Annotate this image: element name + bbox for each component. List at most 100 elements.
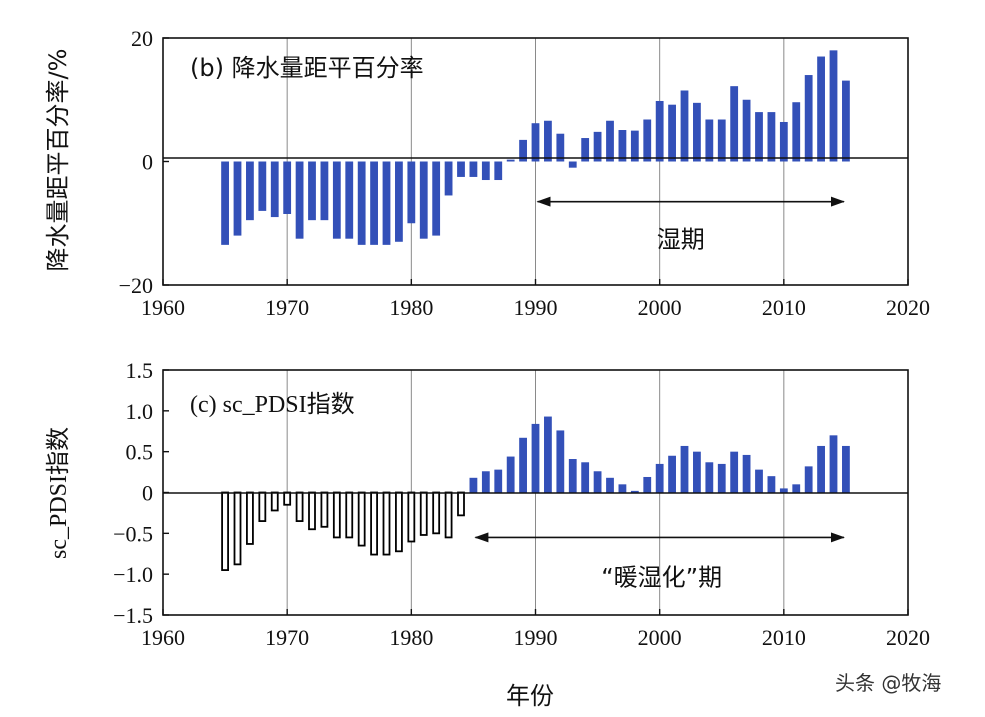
bar [643, 476, 652, 493]
bar [494, 161, 503, 181]
panel-b-period-label: 湿期 [657, 226, 705, 254]
bar [332, 161, 341, 239]
bar [817, 56, 825, 162]
panel-b-yticks: −20 0 20 [119, 26, 169, 298]
x-tick-label: 2020 [886, 295, 930, 320]
bar [680, 90, 689, 162]
bar [469, 477, 478, 493]
bar [370, 161, 378, 245]
bar [755, 469, 763, 493]
bar [792, 484, 801, 493]
bar [817, 445, 825, 493]
bar [531, 423, 540, 493]
bar [494, 469, 503, 493]
bar [643, 119, 652, 162]
bar [668, 104, 676, 162]
y-tick-label: −20 [119, 273, 153, 298]
bar [345, 161, 354, 239]
bar [779, 121, 788, 162]
bar [531, 123, 540, 162]
bar [295, 491, 304, 522]
bar [395, 491, 403, 553]
y-tick-label: 1.5 [126, 358, 154, 383]
bar [320, 491, 329, 528]
bar [717, 463, 726, 493]
bar [469, 161, 478, 177]
x-tick-label: 1980 [389, 295, 433, 320]
panel-b-ylabel: 降水量距平百分率/% [44, 49, 72, 272]
panel-c-ylabel: sc_PDSI指数 [45, 427, 72, 559]
bar [395, 161, 403, 242]
bar [258, 491, 267, 522]
panel-c-xlabel: 年份 [506, 682, 554, 710]
bar [357, 161, 366, 245]
bar [345, 491, 354, 539]
bar [382, 491, 391, 556]
bar [308, 161, 316, 221]
bar [767, 112, 776, 162]
bar [593, 471, 602, 493]
bar [283, 491, 292, 506]
bar [283, 161, 292, 214]
y-tick-label: 0.5 [126, 440, 154, 465]
bar [730, 451, 739, 493]
bar [742, 454, 751, 493]
bar [407, 491, 416, 543]
bar [233, 161, 242, 236]
x-tick-label: 2020 [886, 625, 930, 650]
bar [419, 491, 428, 536]
bar [680, 445, 689, 493]
panel-c-bars [221, 416, 850, 571]
bar [693, 451, 701, 493]
bar [444, 161, 453, 196]
x-tick-label: 1990 [514, 625, 558, 650]
panel-c-title: (c) sc_PDSI指数 [190, 391, 355, 418]
y-tick-label: 0 [142, 150, 153, 175]
bar [519, 437, 527, 493]
panel-b: 1960 1970 1980 1990 2000 2010 2020 −20 0 20 (b) … [44, 26, 930, 320]
bar [829, 435, 838, 493]
bar [618, 130, 627, 162]
x-tick-label: 2000 [638, 295, 682, 320]
bar [320, 161, 329, 221]
x-tick-label: 1960 [141, 295, 185, 320]
bar [544, 120, 552, 162]
bar [755, 112, 763, 162]
bar [556, 430, 565, 493]
bar [655, 463, 664, 493]
y-tick-label: 20 [131, 26, 153, 51]
bar [506, 456, 515, 493]
bar [742, 99, 751, 162]
bar [717, 119, 726, 162]
bar [842, 80, 850, 162]
panel-c-xticks: 1960 1970 1980 1990 2000 2010 2020 [141, 609, 930, 650]
bar [581, 138, 590, 162]
bar [221, 491, 229, 571]
bar [481, 161, 490, 181]
x-tick-label: 1970 [265, 295, 309, 320]
panel-b-annotation: 湿期 [536, 196, 845, 254]
x-tick-label: 2010 [762, 295, 806, 320]
bar [308, 491, 316, 531]
bar [432, 491, 441, 535]
bar [730, 86, 739, 162]
x-tick-label: 2010 [762, 625, 806, 650]
bar [407, 161, 416, 224]
bar [258, 161, 267, 211]
watermark: 头条 @牧海 [835, 671, 941, 695]
bar [457, 161, 465, 177]
bar [382, 161, 391, 245]
x-tick-label: 1960 [141, 625, 185, 650]
bar [842, 445, 850, 493]
bar [246, 161, 254, 221]
bar [705, 119, 714, 162]
panel-b-title: (b) 降水量距平百分率 [190, 54, 424, 82]
y-tick-label: −1.0 [113, 562, 153, 587]
bar [630, 490, 639, 493]
y-tick-label: 0 [142, 481, 153, 506]
bar [457, 491, 465, 517]
bar [693, 102, 701, 162]
panel-c-period-label: “暖湿化”期 [601, 563, 722, 591]
bar [357, 491, 366, 547]
